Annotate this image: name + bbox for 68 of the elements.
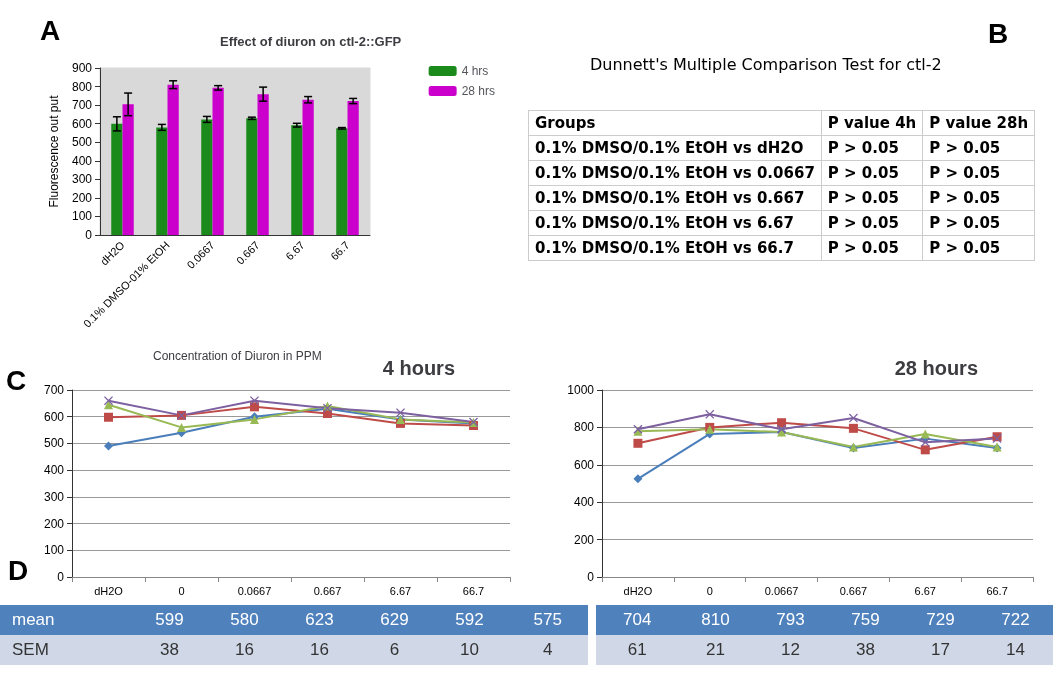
x-tick-label: 0 [706, 584, 713, 597]
x-tick-label: dH2O [94, 584, 124, 597]
y-tick-label: 500 [43, 436, 65, 451]
y-tick-label: 0 [85, 228, 93, 242]
x-tick-label: 0.0667 [237, 584, 272, 597]
y-tick-label: 900 [71, 61, 93, 75]
y-tick-label: 1000 [567, 383, 595, 397]
y-tick-label: 400 [71, 153, 93, 168]
text: D [8, 555, 29, 587]
y-tick-label: 800 [573, 420, 595, 435]
chart-title: 4 hours [382, 357, 456, 379]
y-tick-label: 700 [71, 98, 93, 113]
y-tick-label: 200 [573, 532, 595, 547]
text: B [988, 18, 1009, 50]
text: 0.1% DMSO/0.1% EtOH vs 6.67 [528, 210, 822, 236]
x-tick-label: 0.667 [313, 584, 342, 597]
y-axis-title: Fluorescence out put [47, 94, 61, 208]
y-tick-label: 600 [573, 457, 595, 472]
y-tick-label: 800 [71, 79, 93, 94]
text: P value 28h [922, 110, 1035, 136]
y-tick-label: 300 [71, 172, 93, 187]
x-tick-label: 0 [178, 584, 185, 597]
text: 0.1% DMSO/0.1% EtOH vs 0.667 [528, 185, 822, 211]
y-tick-label: 400 [573, 495, 595, 510]
text: P > 0.05 [821, 135, 923, 161]
y-tick-label: 100 [43, 543, 65, 558]
text: Groups [528, 110, 822, 136]
y-tick-label: 0 [587, 570, 595, 584]
x-tick-label: 0.0667 [764, 584, 799, 597]
y-tick-label: 200 [43, 516, 65, 531]
y-tick-label: 500 [71, 135, 93, 150]
text: P value 4h [821, 110, 923, 136]
text: P > 0.05 [922, 135, 1035, 161]
text: P > 0.05 [922, 160, 1035, 186]
chart-title: Effect of diuron on ctl-2::GFP [220, 34, 402, 49]
y-tick-label: 400 [43, 463, 65, 478]
legend-label: 28 hrs [461, 84, 496, 98]
legend-label: 4 hrs [461, 64, 489, 78]
y-tick-label: 300 [43, 489, 65, 504]
table-row: mean 599 580 623 629 592 575 704 810 793 759 729 722 [0, 605, 1053, 635]
text: Dunnett's Multiple Comparison Test for ctl-2 [590, 55, 942, 74]
text: P > 0.05 [821, 160, 923, 186]
text: P > 0.05 [922, 235, 1035, 261]
x-tick-label: dH2O [623, 584, 653, 597]
text: P > 0.05 [922, 210, 1035, 236]
x-tick-label: 66.7 [462, 584, 485, 597]
y-tick-label: 600 [71, 116, 93, 131]
text: C [6, 365, 27, 397]
text: 0.1% DMSO/0.1% EtOH vs dH2O [528, 135, 822, 161]
table-row: SEM 38 16 16 6 10 4 61 21 12 38 17 14 [0, 635, 1053, 665]
text: P > 0.05 [821, 210, 923, 236]
chart-title: 28 hours [894, 357, 978, 379]
text: A [40, 15, 61, 47]
x-tick-label: 6.67 [389, 584, 412, 597]
y-tick-label: 0 [57, 570, 65, 584]
x-tick-label: 0.667 [839, 584, 868, 597]
y-tick-label: 700 [43, 383, 65, 397]
y-tick-label: 200 [71, 190, 93, 205]
text: P > 0.05 [821, 185, 923, 211]
text: 0.1% DMSO/0.1% EtOH vs 66.7 [528, 235, 822, 261]
text: P > 0.05 [922, 185, 1035, 211]
text: P > 0.05 [821, 235, 923, 261]
x-tick-label: 66.7 [986, 584, 1008, 597]
x-tick-label: 6.67 [914, 584, 936, 597]
chart-subtitle: Concentration of Diuron in PPM [153, 349, 322, 363]
y-tick-label: 100 [71, 209, 93, 224]
text: 0.1% DMSO/0.1% EtOH vs 0.0667 [528, 160, 822, 186]
y-tick-label: 600 [43, 409, 65, 424]
